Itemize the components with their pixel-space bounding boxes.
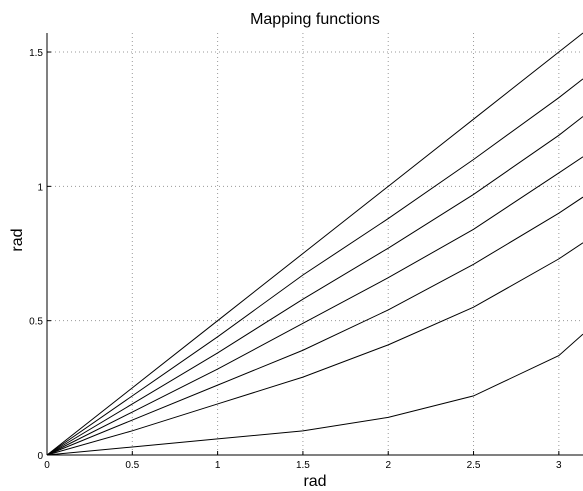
y-tick-label: 0 [37, 451, 43, 462]
series-line [46, 333, 583, 456]
series-line [46, 116, 583, 456]
tick-labels: 0 0.5 1 1.5 2 2.5 3 0 0.5 1 1.5 [29, 48, 562, 471]
y-tick-label: 1 [37, 182, 43, 193]
x-tick-label: 2.5 [467, 460, 481, 471]
series-lines [46, 32, 583, 456]
y-tick-label: 1.5 [29, 48, 43, 59]
grid [47, 33, 583, 455]
series-line [46, 156, 583, 456]
y-axis-label: rad [9, 228, 26, 251]
x-tick-label: 0 [44, 460, 50, 471]
axes [46, 33, 583, 456]
series-line [46, 78, 583, 456]
x-tick-label: 3 [556, 460, 562, 471]
series-line [46, 196, 583, 456]
x-tick-label: 0.5 [125, 460, 139, 471]
x-tick-label: 2 [385, 460, 391, 471]
x-tick-label: 1 [215, 460, 221, 471]
series-line [46, 32, 583, 456]
chart-title: Mapping functions [250, 11, 380, 28]
series-line [46, 242, 583, 456]
x-axis-label: rad [303, 473, 326, 490]
x-tick-label: 1.5 [296, 460, 310, 471]
y-tick-label: 0.5 [29, 317, 43, 328]
